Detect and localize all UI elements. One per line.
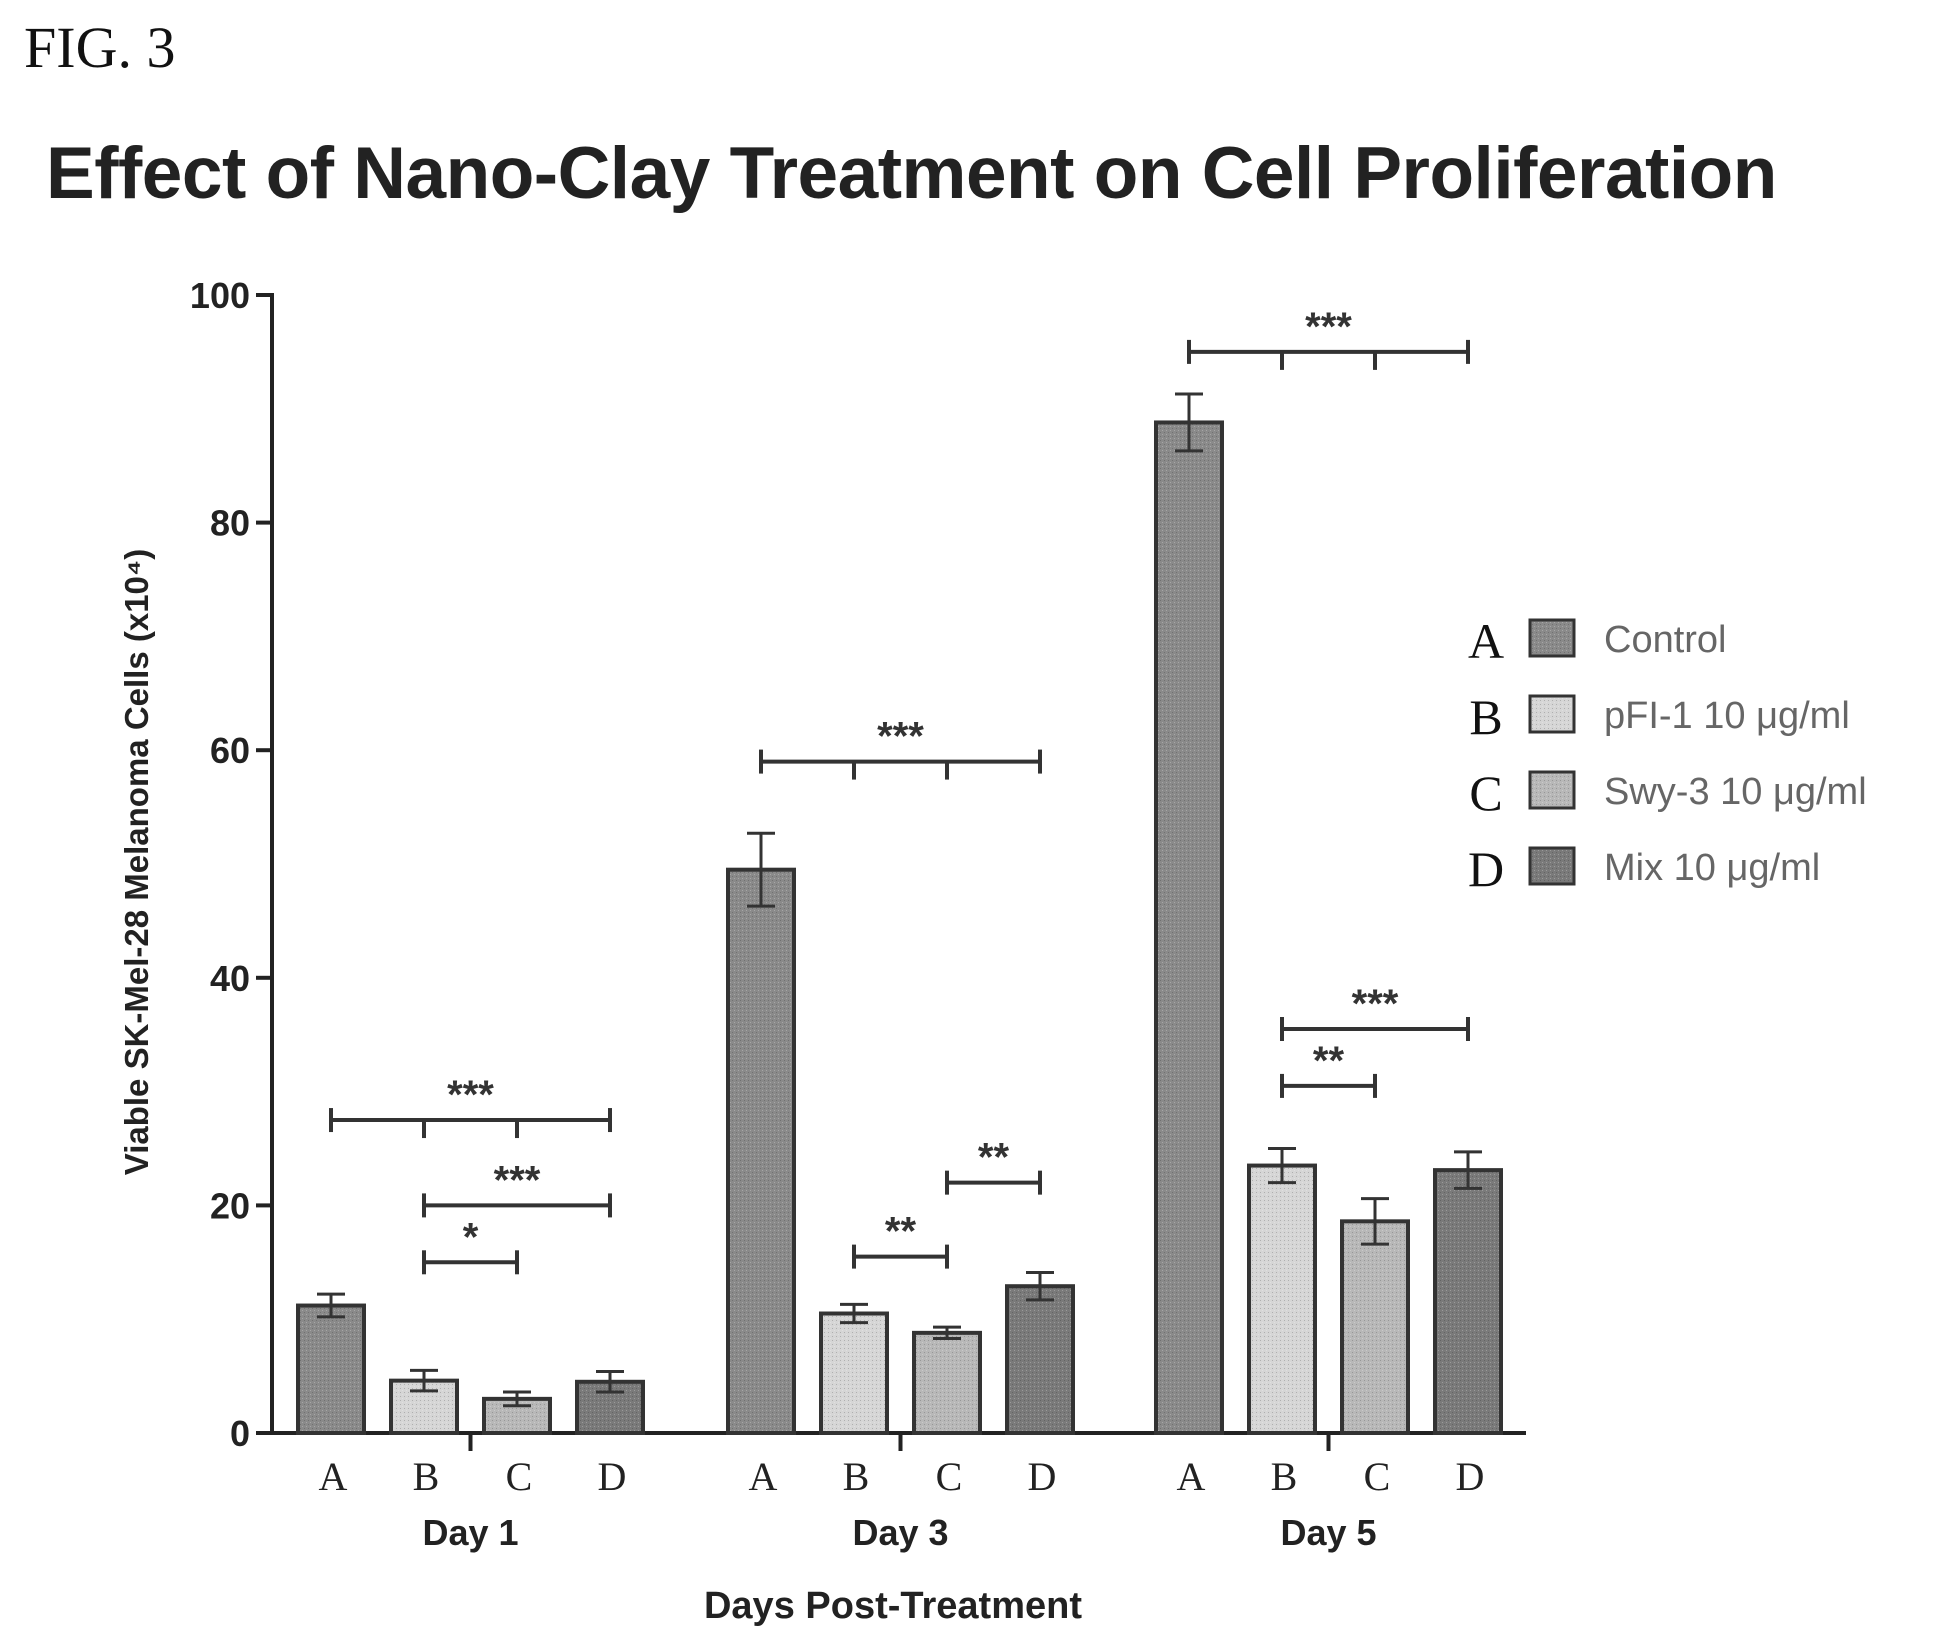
bar-texture [823,1315,885,1431]
bar-texture [300,1307,362,1431]
figure-label: FIG. 3 [24,15,176,80]
y-tick-label: 80 [210,503,250,544]
x-axis-label: Days Post-Treatment [704,1585,1082,1627]
group-label: Day 1 [422,1512,518,1553]
category-label: A [1177,1454,1206,1499]
legend-letter: C [1469,765,1502,821]
bar-texture [730,871,792,1431]
legend-label: Swy-3 10 μg/ml [1604,771,1867,813]
group-label: Day 3 [852,1512,948,1553]
category-label: C [1364,1454,1391,1499]
chart-bars [296,392,1503,1436]
legend-label: Mix 10 μg/ml [1604,847,1820,889]
y-tick-label: 20 [210,1185,250,1226]
y-tick-label: 0 [230,1413,250,1454]
legend-label: Control [1604,619,1727,661]
legend-swatch-texture [1532,622,1572,654]
y-tick-label: 60 [210,730,250,771]
significance-label: ** [978,1136,1010,1180]
category-label: B [843,1454,870,1499]
category-label: D [1456,1454,1485,1499]
legend-letter: A [1468,613,1504,669]
category-label: D [1028,1454,1057,1499]
legend-swatch-texture [1532,850,1572,882]
significance-label: * [463,1215,479,1259]
significance-label: *** [1352,982,1399,1026]
group-label: Day 5 [1280,1512,1376,1553]
bar-texture [1251,1167,1313,1431]
bar-texture [916,1334,978,1431]
bar-texture [1344,1223,1406,1431]
significance-brackets: ********************** [329,305,1470,1275]
significance-label: *** [494,1158,541,1202]
category-label: C [936,1454,963,1499]
legend-letter: D [1468,841,1504,897]
y-tick-label: 40 [210,958,250,999]
bar-texture [1158,424,1220,1431]
y-tick-label: 100 [190,275,250,316]
category-label: C [506,1454,533,1499]
significance-label: *** [877,715,924,759]
category-label: A [749,1454,778,1499]
chart-title: Effect of Nano-Clay Treatment on Cell Pr… [46,133,1777,214]
chart-legend: A Control B pFI-1 10 μg/ml C Swy-3 10 μg/ml D M… [1468,613,1867,897]
category-label: A [319,1454,348,1499]
category-label: D [598,1454,627,1499]
significance-label: *** [1305,305,1352,349]
legend-letter: B [1469,689,1502,745]
category-label: B [1271,1454,1298,1499]
significance-label: ** [885,1210,917,1254]
y-axis-label: Viable SK-Mel-28 Melanoma Cells (x10⁴) [118,549,155,1175]
legend-swatch-texture [1532,774,1572,806]
legend-label: pFI-1 10 μg/ml [1604,695,1850,737]
bar-texture [1437,1172,1499,1431]
bar-texture [1009,1288,1071,1431]
legend-swatch-texture [1532,698,1572,730]
significance-label: ** [1313,1039,1345,1083]
significance-label: *** [447,1073,494,1117]
category-label: B [413,1454,440,1499]
